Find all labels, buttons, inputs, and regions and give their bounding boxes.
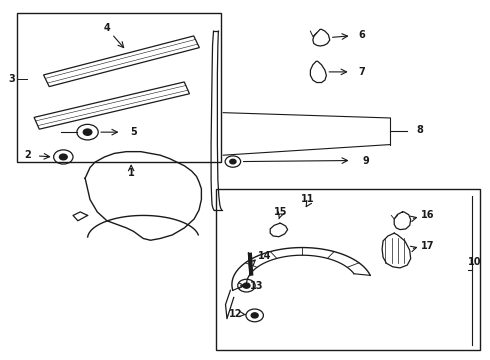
- Bar: [216, 189, 480, 350]
- Text: 1: 1: [128, 168, 135, 178]
- Text: 17: 17: [421, 240, 435, 251]
- Text: 7: 7: [358, 67, 365, 77]
- Text: 10: 10: [468, 257, 482, 266]
- Text: 13: 13: [250, 281, 263, 291]
- Text: 11: 11: [301, 194, 315, 204]
- Bar: [17, 13, 221, 162]
- Text: 12: 12: [228, 309, 242, 319]
- Circle shape: [251, 313, 258, 318]
- Text: 14: 14: [258, 251, 271, 261]
- Text: 15: 15: [273, 207, 287, 217]
- Circle shape: [83, 129, 92, 135]
- Text: 5: 5: [130, 127, 137, 137]
- Text: 2: 2: [24, 150, 31, 160]
- Text: 9: 9: [363, 156, 369, 166]
- Text: 4: 4: [103, 23, 110, 33]
- Text: 6: 6: [358, 30, 365, 40]
- Text: 3: 3: [9, 74, 15, 84]
- Text: 16: 16: [421, 211, 435, 220]
- Circle shape: [243, 283, 250, 288]
- Text: 8: 8: [416, 125, 423, 135]
- Circle shape: [59, 154, 67, 160]
- Circle shape: [230, 159, 236, 164]
